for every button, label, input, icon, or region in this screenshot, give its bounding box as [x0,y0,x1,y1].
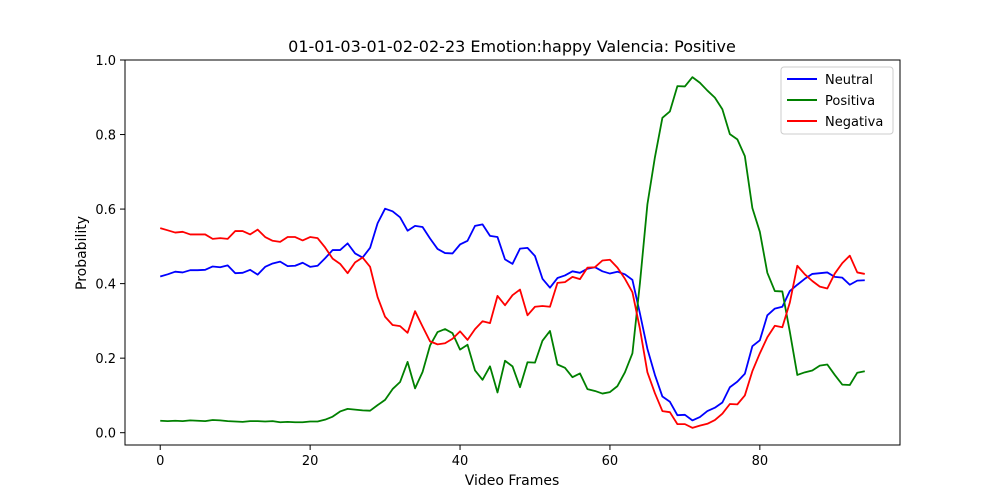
x-tick-label: 80 [752,454,769,469]
plot-frame [124,59,901,446]
x-tick-label: 20 [302,454,319,469]
y-tick-label: 0.0 [95,427,116,442]
x-axis: 0 20 40 60 80 [156,445,768,469]
plot-area [124,59,901,446]
series-line-negativa [159,227,865,429]
x-tick-label: 60 [602,454,619,469]
y-tick-label: 0.4 [95,278,116,293]
legend-box [780,66,894,135]
x-axis-label: Video Frames [465,473,560,489]
series-layer [159,76,865,429]
x-tick-label: 40 [452,454,469,469]
y-tick-label: 0.2 [95,352,116,367]
y-tick-label: 0.6 [95,203,116,218]
y-axis: 0.0 0.2 0.4 0.6 0.8 1.0 [95,54,125,442]
legend-label-positiva: Positiva [825,94,875,109]
legend-label-negativa: Negativa [825,115,883,130]
series-line-positiva [160,76,865,424]
y-tick-label: 1.0 [95,54,116,69]
chart-title: 01-01-03-01-02-02-23 Emotion:happy Valen… [288,37,736,56]
legend: Neutral Positiva Negativa [780,66,894,135]
x-tick-label: 0 [156,454,164,469]
series-line-neutral [159,207,865,422]
legend-label-neutral: Neutral [825,73,873,88]
y-tick-label: 0.8 [95,129,116,144]
y-axis-label: Probability [74,216,90,290]
